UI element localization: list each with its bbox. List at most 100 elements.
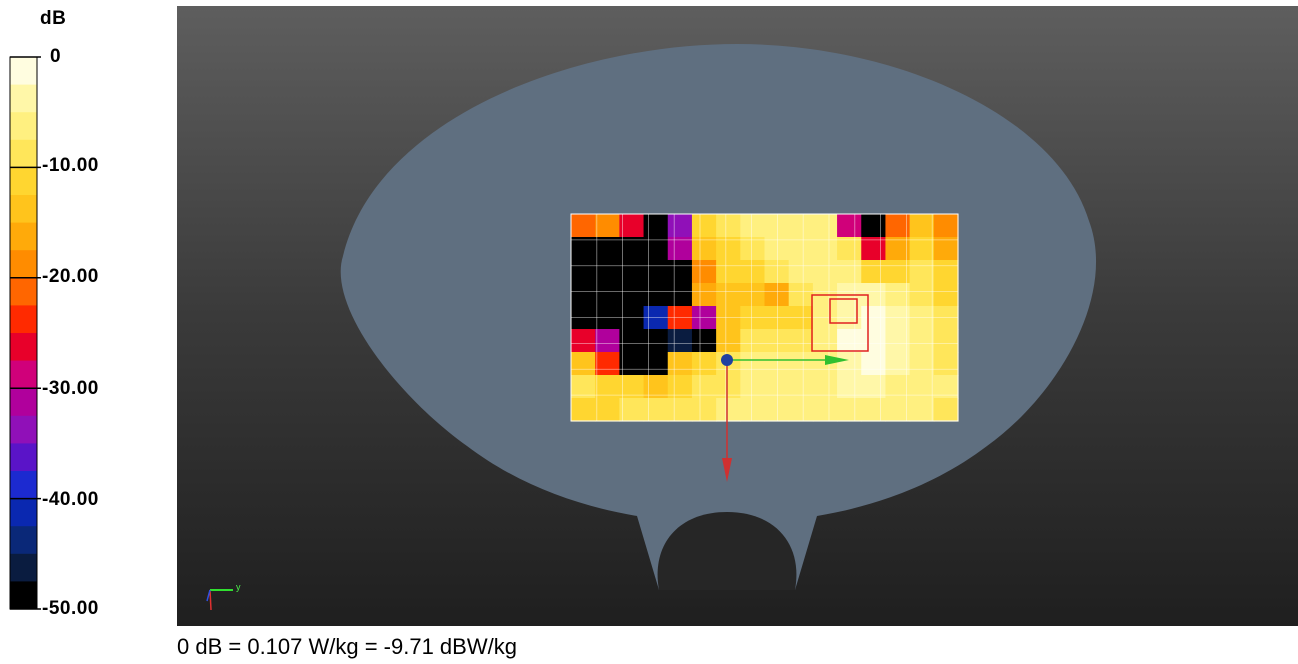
scan-cell	[619, 283, 645, 307]
scan-cell	[643, 352, 669, 376]
scan-cell	[909, 352, 935, 376]
triad-x-icon	[209, 589, 212, 611]
colorbar-segment	[10, 388, 37, 417]
triad-z-icon	[206, 589, 211, 602]
scan-cell	[619, 260, 645, 284]
scan-cell	[716, 329, 741, 353]
scan-cell	[619, 352, 645, 376]
colorbar-segment	[10, 250, 37, 279]
scan-cell	[861, 398, 887, 422]
scan-cell	[740, 329, 766, 353]
scan-cell	[764, 237, 790, 261]
scan-cell	[788, 283, 814, 307]
colorbar-segment	[10, 139, 37, 168]
colorbar-segment	[10, 167, 37, 196]
scan-cell	[619, 329, 645, 353]
scan-cell	[571, 237, 596, 261]
scan-cell	[837, 329, 862, 353]
scan-cell	[909, 260, 935, 284]
scan-cell	[716, 283, 741, 307]
scan-cell	[667, 260, 693, 284]
scan-cell	[909, 237, 935, 261]
scan-cell	[691, 352, 717, 376]
scan-cell	[861, 329, 887, 353]
scan-cell	[861, 375, 887, 399]
scan-cell	[812, 214, 838, 238]
scan-cell	[595, 352, 620, 376]
reference-note: 0 dB = 0.107 W/kg = -9.71 dBW/kg	[177, 634, 517, 659]
colorbar-segment	[10, 526, 37, 555]
scan-cell	[740, 375, 766, 399]
scan-cell	[691, 375, 717, 399]
scan-cell	[619, 398, 645, 422]
scan-cell	[885, 352, 911, 376]
scan-cell	[909, 283, 935, 307]
scan-cell	[909, 398, 935, 422]
scan-cell	[788, 375, 814, 399]
scan-cell	[691, 214, 717, 238]
scan-cell	[643, 214, 669, 238]
scan-cell	[764, 398, 790, 422]
scan-cell	[716, 260, 741, 284]
scan-cell	[788, 237, 814, 261]
scan-cell	[933, 214, 959, 238]
scan-cell	[643, 329, 669, 353]
scan-cell	[643, 375, 669, 399]
scan-cell	[933, 283, 959, 307]
scan-cell	[691, 237, 717, 261]
scan-cell	[885, 375, 911, 399]
scan-cell	[788, 398, 814, 422]
scan-cell	[716, 214, 741, 238]
scan-cell	[571, 283, 596, 307]
scan-cell	[595, 329, 620, 353]
scan-cell	[837, 237, 862, 261]
scan-cell	[740, 283, 766, 307]
scan-cell	[595, 283, 620, 307]
colorbar-tick-1: -10.00	[42, 155, 99, 176]
scan-area-border	[570, 213, 959, 422]
scan-cell	[667, 329, 693, 353]
scan-cell	[643, 237, 669, 261]
scan-cell	[691, 329, 717, 353]
scan-cell	[837, 214, 862, 238]
colorbar-segment	[10, 471, 37, 500]
scan-cell	[812, 375, 838, 399]
scan-cell	[619, 214, 645, 238]
scan-cell	[595, 214, 620, 238]
scan-cell	[595, 375, 620, 399]
scan-cell	[812, 260, 838, 284]
scan-cell	[764, 283, 790, 307]
neck-cutout	[657, 512, 797, 590]
scan-cell	[740, 260, 766, 284]
scan-cell	[595, 237, 620, 261]
colorbar-segment	[10, 112, 37, 141]
scan-cell	[812, 237, 838, 261]
scan-cell	[716, 237, 741, 261]
scan-cell	[595, 398, 620, 422]
colorbar-legend: dB 0 -10.00 -20.00 -30.00 -40.00 -50.00	[0, 0, 176, 630]
scan-cell	[885, 214, 911, 238]
colorbar-segment	[10, 553, 37, 582]
sar-scan-area	[570, 213, 959, 422]
scene	[206, 44, 1097, 611]
zoom-scan-inner-box	[829, 298, 858, 324]
axis-x-arrowhead	[722, 458, 732, 482]
scan-cell	[837, 260, 862, 284]
colorbar-segment	[10, 333, 37, 362]
scan-cell	[667, 237, 693, 261]
scan-cell	[909, 329, 935, 353]
scan-cell	[861, 237, 887, 261]
scan-cell	[933, 352, 959, 376]
scan-cell	[788, 260, 814, 284]
scan-cell	[740, 214, 766, 238]
scan-cell	[691, 283, 717, 307]
3d-viewport[interactable]: y	[177, 6, 1298, 626]
scan-cell	[764, 352, 790, 376]
scan-cell	[716, 375, 741, 399]
colorbar-segment	[10, 84, 37, 113]
scan-cell	[788, 352, 814, 376]
scan-cell	[764, 214, 790, 238]
origin-marker	[721, 354, 733, 366]
colorbar-segment	[10, 195, 37, 224]
scan-cell	[571, 352, 596, 376]
